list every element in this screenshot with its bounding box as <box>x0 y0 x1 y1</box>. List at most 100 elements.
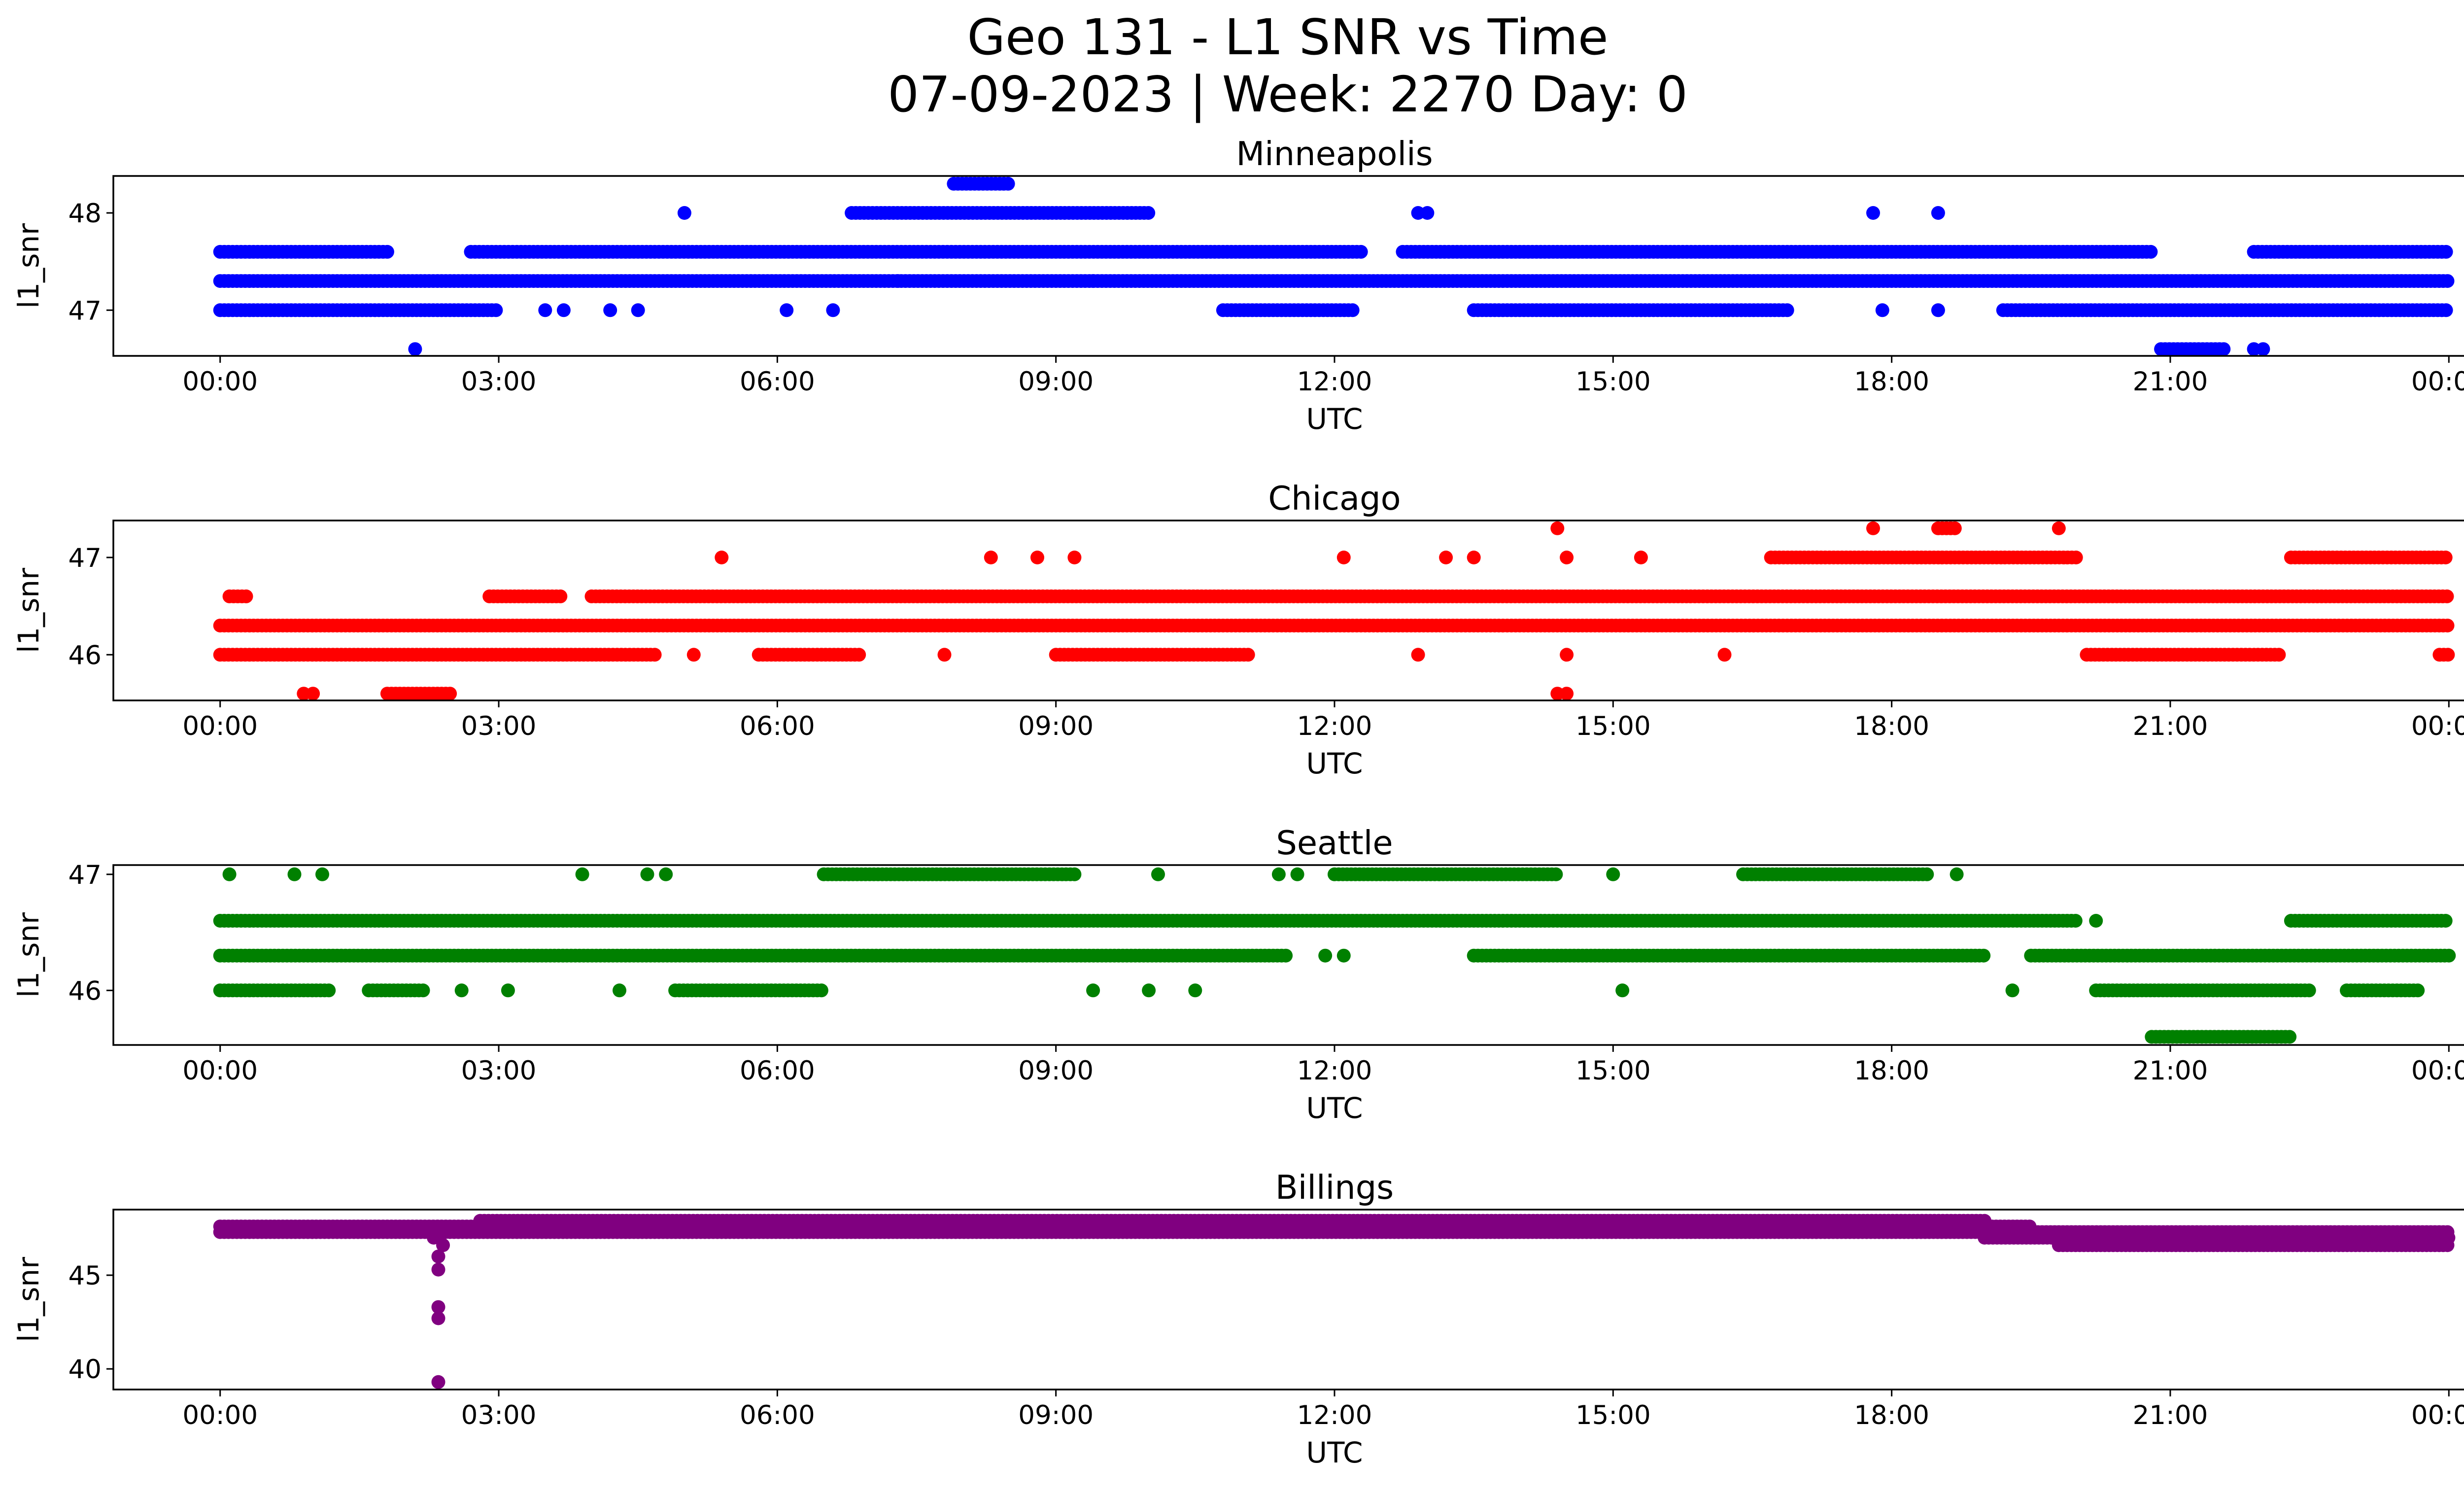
x-tick-label: 03:00 <box>461 367 537 397</box>
subplot-title: Chicago <box>1268 479 1401 518</box>
data-point <box>287 867 302 881</box>
data-point <box>1290 867 1304 881</box>
x-tick-label: 03:00 <box>461 711 537 741</box>
x-tick-label: 12:00 <box>1297 1056 1372 1086</box>
data-point <box>659 867 673 881</box>
data-point <box>501 983 515 998</box>
data-point <box>631 303 645 317</box>
data-point <box>306 687 320 701</box>
data-point <box>454 983 469 998</box>
data-point <box>1354 244 1368 259</box>
x-axis-label: UTC <box>1306 747 1363 780</box>
y-tick-label: 47 <box>68 543 102 573</box>
data-point <box>2005 983 2019 998</box>
data-point <box>1001 176 1015 191</box>
x-tick-label: 00:00 <box>182 711 258 741</box>
data-point <box>640 867 654 881</box>
subplot-title: Seattle <box>1276 824 1393 862</box>
data-point <box>1931 303 1945 317</box>
data-point <box>315 867 329 881</box>
data-point <box>603 303 617 317</box>
x-tick-label: 03:00 <box>461 1056 537 1086</box>
chicago-points <box>213 521 2455 701</box>
data-point <box>1717 648 1732 662</box>
x-tick-label: 12:00 <box>1297 711 1372 741</box>
data-point <box>1439 551 1453 564</box>
data-point <box>416 983 430 998</box>
y-axis-label: l1_snr <box>12 568 45 653</box>
x-tick-label: 09:00 <box>1018 1056 1094 1086</box>
data-point <box>222 867 237 881</box>
data-point <box>1560 687 1574 701</box>
data-point <box>1279 948 1293 963</box>
data-point <box>1931 206 1945 220</box>
subplot-billings: 00:00 03:00 06:00 09:00 12:00 15:00 18:00 21:00… <box>12 1168 2464 1469</box>
data-point <box>1550 521 1565 535</box>
data-point <box>2283 1030 2297 1044</box>
data-point <box>1188 983 1202 998</box>
x-axis-label: UTC <box>1306 1091 1363 1125</box>
x-axis-label: UTC <box>1306 402 1363 436</box>
data-point <box>553 589 568 603</box>
data-point <box>677 206 691 220</box>
data-point <box>1560 551 1574 564</box>
x-tick-label: 00:00 <box>2411 367 2464 397</box>
data-point <box>1875 303 1889 317</box>
data-point <box>613 983 626 998</box>
data-point <box>2302 983 2316 998</box>
data-point <box>1318 948 1333 963</box>
data-point <box>1067 867 1082 881</box>
data-point <box>2439 303 2453 317</box>
x-tick-label: 21:00 <box>2133 711 2208 741</box>
data-point <box>1067 551 1082 564</box>
data-point <box>2440 274 2455 288</box>
data-point <box>322 983 336 998</box>
data-point <box>2411 983 2425 998</box>
y-tick-label: 47 <box>68 296 102 326</box>
data-point <box>2052 521 2066 535</box>
data-point <box>1141 206 1156 220</box>
data-point <box>1086 983 1100 998</box>
data-point <box>648 648 662 662</box>
data-point <box>2442 948 2456 963</box>
data-point <box>575 867 589 881</box>
data-point <box>2217 342 2231 356</box>
data-point <box>1411 648 1425 662</box>
data-point <box>408 342 422 356</box>
x-tick-label: 00:00 <box>182 367 258 397</box>
subplot-chicago: 00:00 03:00 06:00 09:00 12:00 15:00 18:00 21:00… <box>12 479 2464 780</box>
data-point <box>2089 914 2103 928</box>
y-tick-label: 47 <box>68 860 102 890</box>
data-point <box>780 303 794 317</box>
x-tick-label: 21:00 <box>2133 1056 2208 1086</box>
x-tick-label: 18:00 <box>1854 1056 1929 1086</box>
data-point <box>1336 948 1351 963</box>
minneapolis-points <box>213 176 2455 356</box>
data-point <box>1345 303 1360 317</box>
data-point <box>686 648 701 662</box>
data-point <box>814 983 828 998</box>
subplot-minneapolis: 00:00 03:00 06:00 09:00 12:00 15:00 18:00 21:00… <box>12 135 2464 436</box>
data-point <box>2144 244 2158 259</box>
x-tick-label: 15:00 <box>1575 711 1651 741</box>
x-tick-label: 18:00 <box>1854 367 1929 397</box>
x-tick-label: 00:00 <box>2411 1056 2464 1086</box>
data-point <box>239 589 253 603</box>
data-point <box>1634 551 1648 564</box>
data-point <box>1467 551 1481 564</box>
data-point <box>1866 206 1880 220</box>
data-point <box>826 303 840 317</box>
data-point <box>1977 948 1991 963</box>
data-point <box>1950 867 1964 881</box>
x-tick-label: 06:00 <box>740 711 815 741</box>
data-point <box>2440 589 2454 603</box>
data-point <box>2438 551 2453 564</box>
x-tick-label: 06:00 <box>740 367 815 397</box>
y-tick-label: 48 <box>68 199 102 229</box>
data-point <box>1780 303 1794 317</box>
data-point <box>1560 648 1574 662</box>
data-point <box>2439 244 2453 259</box>
data-point <box>984 551 998 564</box>
